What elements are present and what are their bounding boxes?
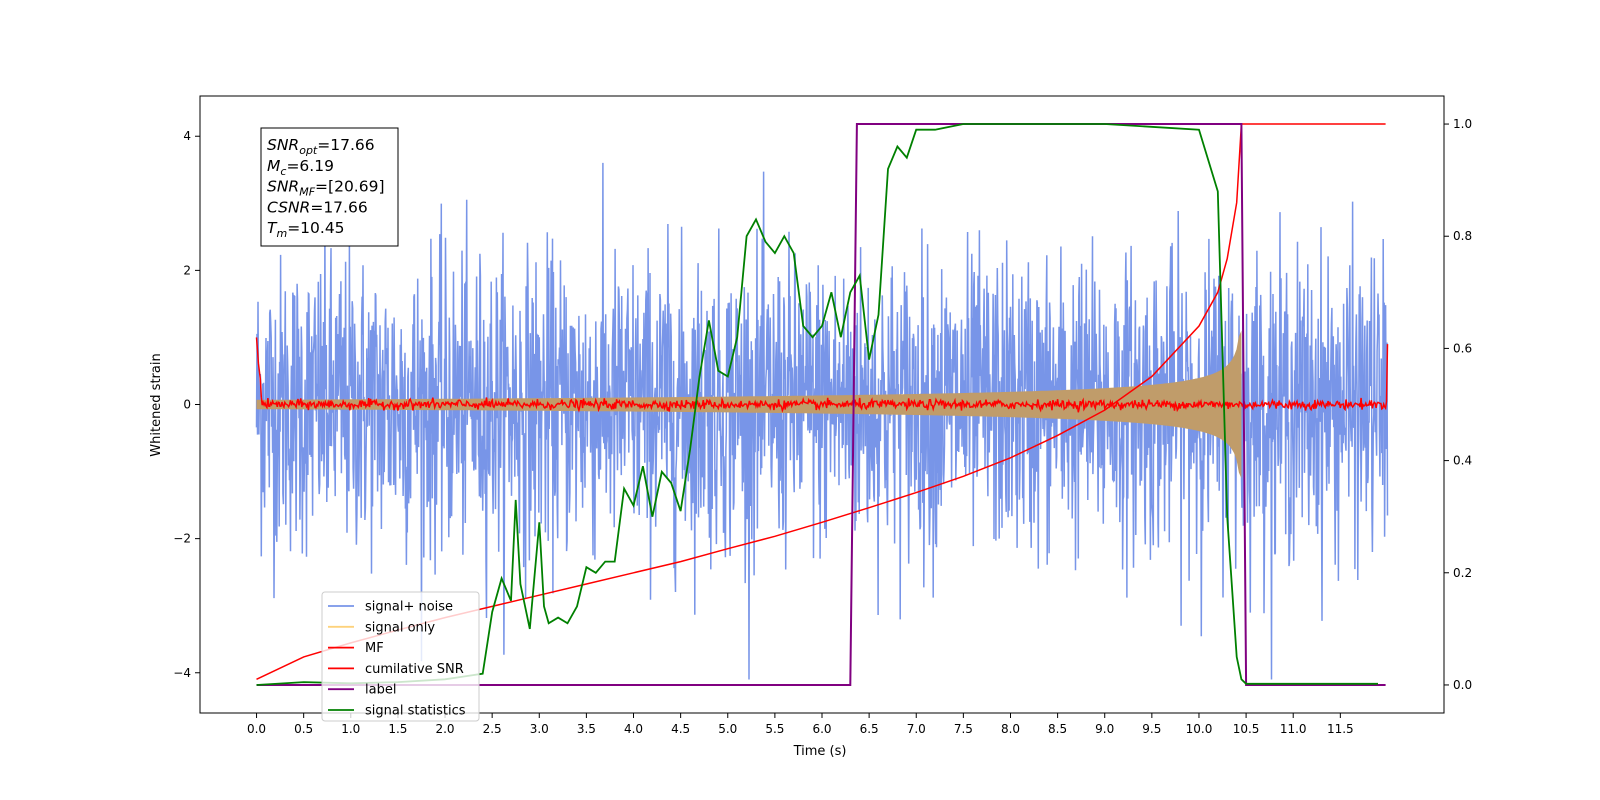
y-axis-left-ticks: −4 −2 0 2 4 (173, 129, 200, 680)
y-axis-right-ticks: 0.0 0.2 0.4 0.6 0.8 1.0 (1444, 117, 1472, 692)
legend-entry: cumilative SNR (365, 662, 464, 677)
legend-entry: label (365, 683, 396, 698)
annotation-line: CSNR=17.66 (267, 198, 368, 216)
x-axis-ticks: 0.0 0.5 1.0 1.5 2.0 2.5 3.0 3.5 4.0 4.5 5.0 5.5 6.0 6… (247, 713, 1354, 736)
x-tick-label: 4.5 (671, 722, 690, 736)
x-tick-label: 1.5 (388, 722, 407, 736)
x-tick-label: 6.5 (860, 722, 879, 736)
y-left-tick-label: −4 (173, 666, 191, 680)
x-tick-label: 7.0 (907, 722, 926, 736)
x-axis-label: Time (s) (793, 744, 847, 759)
y-right-tick-label: 0.6 (1453, 341, 1472, 355)
x-tick-label: 7.5 (954, 722, 973, 736)
y-right-tick-label: 1.0 (1453, 117, 1472, 131)
annotation-box: SNRopt=17.66Mc=6.19SNRMF=[20.69]CSNR=17.… (260, 127, 399, 247)
y-right-tick-label: 0.0 (1453, 678, 1472, 692)
annotation-line: Tm=10.45 (267, 219, 345, 240)
x-tick-label: 0.5 (294, 722, 313, 736)
x-tick-label: 3.5 (577, 722, 596, 736)
x-tick-label: 2.0 (435, 722, 454, 736)
y-left-tick-label: 4 (183, 129, 191, 143)
series-signal-statistics-line (256, 123, 1378, 686)
legend-entry: MF (365, 641, 384, 656)
x-tick-label: 2.5 (483, 722, 502, 736)
x-tick-label: 11.0 (1280, 722, 1307, 736)
y-left-tick-label: 2 (183, 263, 191, 277)
x-tick-label: 8.0 (1001, 722, 1020, 736)
x-tick-label: 4.0 (624, 722, 643, 736)
y-axis-label: Whitened strain (149, 353, 164, 456)
legend: signal+ noise signal only MF cumilative SNR… (321, 591, 480, 722)
x-tick-label: 9.0 (1095, 722, 1114, 736)
x-tick-label: 8.5 (1048, 722, 1067, 736)
y-left-tick-label: 0 (183, 398, 191, 412)
legend-frame (321, 591, 480, 722)
x-tick-label: 10.0 (1186, 722, 1213, 736)
annotation-line: SNRMF=[20.69] (267, 178, 385, 199)
x-tick-label: 0.0 (247, 722, 266, 736)
annotation-frame (260, 127, 399, 247)
legend-entry: signal statistics (365, 704, 466, 719)
y-right-tick-label: 0.8 (1453, 229, 1472, 243)
x-tick-label: 9.5 (1142, 722, 1161, 736)
series-mf-line (255, 337, 1389, 413)
x-tick-label: 5.0 (718, 722, 737, 736)
x-tick-label: 1.0 (341, 722, 360, 736)
x-tick-label: 3.0 (530, 722, 549, 736)
x-tick-label: 5.5 (765, 722, 784, 736)
x-tick-label: 6.0 (812, 722, 831, 736)
legend-entry: signal only (365, 620, 435, 635)
y-left-tick-label: −2 (173, 532, 191, 546)
legend-entry: signal+ noise (365, 600, 453, 615)
annotation-line: Mc=6.19 (267, 157, 334, 178)
y-right-tick-label: 0.4 (1453, 454, 1472, 468)
x-tick-label: 10.5 (1233, 722, 1260, 736)
annotation-line: SNRopt=17.66 (267, 136, 375, 157)
x-tick-label: 11.5 (1327, 722, 1354, 736)
y-right-tick-label: 0.2 (1453, 566, 1472, 580)
